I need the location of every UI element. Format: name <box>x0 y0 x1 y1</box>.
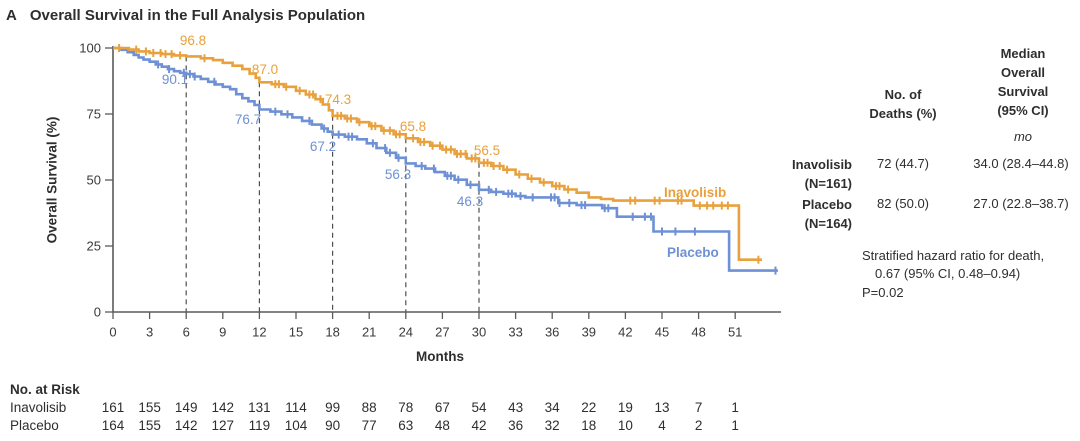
risk-count: 127 <box>211 418 235 433</box>
x-tick-label: 42 <box>618 325 632 340</box>
risk-count: 67 <box>434 400 450 415</box>
risk-count: 155 <box>138 418 161 433</box>
deaths-column-header: No. of Deaths (%) <box>869 87 937 121</box>
landmark-value-label: 74.3 <box>325 92 351 107</box>
median-value-inavolisib: 34.0 (28.4–44.8) <box>973 156 1069 171</box>
landmark-value-label: 56.5 <box>474 143 500 158</box>
x-tick-label: 6 <box>183 325 190 340</box>
x-tick-label: 3 <box>146 325 153 340</box>
risk-count: 7 <box>694 400 703 415</box>
x-tick-label: 39 <box>582 325 596 340</box>
x-tick-label: 9 <box>219 325 226 340</box>
x-tick-label: 45 <box>655 325 669 340</box>
curve-label-placebo: Placebo <box>667 245 719 260</box>
x-axis-title: Months <box>416 349 464 364</box>
y-tick-label: 50 <box>87 173 101 188</box>
risk-count: 161 <box>101 400 125 415</box>
risk-count: 1 <box>731 418 739 433</box>
median-value-placebo: 27.0 (22.8–38.7) <box>973 196 1069 211</box>
risk-count: 32 <box>544 418 560 433</box>
x-tick-label: 15 <box>289 325 303 340</box>
risk-count: 114 <box>285 400 307 415</box>
risk-count: 42 <box>471 418 487 433</box>
km-curve-placebo <box>113 46 778 272</box>
x-tick-label: 36 <box>545 325 559 340</box>
landmark-value-label: 90.1 <box>162 72 188 87</box>
risk-count: 13 <box>654 400 670 415</box>
risk-count: 77 <box>361 418 377 433</box>
risk-count: 104 <box>284 418 308 433</box>
risk-count: 164 <box>101 418 125 433</box>
y-tick-label: 0 <box>94 305 101 320</box>
risk-count: 142 <box>174 418 198 433</box>
landmark-value-label: 76.7 <box>235 112 261 127</box>
deaths-value-inavolisib: 72 (44.7) <box>876 156 930 171</box>
x-tick-label: 48 <box>691 325 705 340</box>
risk-count: 131 <box>248 400 271 415</box>
median-column-header: Median Overall Survival (95% CI) <box>997 46 1049 118</box>
figure-header: A Overall Survival in the Full Analysis … <box>6 7 365 24</box>
landmark-value-label: 46.3 <box>457 194 483 209</box>
risk-count: 43 <box>508 400 524 415</box>
risk-row-label-inavolisib: Inavolisib <box>10 400 67 415</box>
median-unit-label: mo <box>1013 129 1033 144</box>
risk-count: 155 <box>138 400 161 415</box>
x-tick-label: 51 <box>728 325 742 340</box>
risk-count: 149 <box>174 400 198 415</box>
risk-count: 88 <box>361 400 377 415</box>
x-tick-label: 18 <box>325 325 339 340</box>
curve-label-inavolisib: Inavolisib <box>664 185 726 200</box>
risk-count: 22 <box>581 400 597 415</box>
risk-count: 48 <box>434 418 450 433</box>
figure-title: Overall Survival in the Full Analysis Po… <box>29 7 366 24</box>
x-tick-label: 33 <box>508 325 522 340</box>
x-tick-label: 0 <box>109 325 116 340</box>
risk-count: 4 <box>658 418 666 433</box>
risk-count: 18 <box>581 418 597 433</box>
y-tick-label: 25 <box>87 239 101 254</box>
y-tick-label: 100 <box>79 41 101 56</box>
group-label-placebo: Placebo (N=164) <box>802 197 852 231</box>
x-tick-label: 21 <box>362 325 376 340</box>
risk-count: 142 <box>211 400 235 415</box>
risk-count: 19 <box>617 400 633 415</box>
risk-count: 1 <box>731 400 739 415</box>
x-tick-label: 24 <box>399 325 413 340</box>
x-tick-label: 30 <box>472 325 486 340</box>
landmark-value-label: 65.8 <box>400 119 426 134</box>
risk-row-label-placebo: Placebo <box>10 418 59 433</box>
panel-label: A <box>6 7 17 24</box>
x-tick-label: 12 <box>252 325 266 340</box>
risk-count: 119 <box>248 418 271 433</box>
risk-count: 10 <box>617 418 633 433</box>
risk-count: 34 <box>544 400 560 415</box>
group-label-inavolisib: Inavolisib (N=161) <box>792 157 852 191</box>
landmark-value-label: 67.2 <box>310 139 336 154</box>
hazard-ratio-note: Stratified hazard ratio for death, 0.67 … <box>862 248 1045 300</box>
landmark-value-label: 56.3 <box>385 167 411 182</box>
landmark-value-label: 96.8 <box>180 33 206 48</box>
risk-count: 90 <box>325 418 341 433</box>
risk-count: 36 <box>508 418 524 433</box>
risk-count: 63 <box>398 418 414 433</box>
risk-count: 2 <box>694 418 703 433</box>
risk-count: 54 <box>471 400 487 415</box>
landmark-guides <box>185 56 480 312</box>
risk-count: 78 <box>398 400 414 415</box>
series-inavolisib: Inavolisib 96.8 87.0 74.3 65.8 56.5 <box>113 33 762 264</box>
deaths-value-placebo: 82 (50.0) <box>876 196 930 211</box>
risk-count: 99 <box>325 400 341 415</box>
risk-table-title: No. at Risk <box>10 382 80 397</box>
x-tick-label: 27 <box>435 325 449 340</box>
series-placebo: Placebo 90.1 76.7 67.2 56.3 46.3 <box>113 46 778 275</box>
landmark-value-label: 87.0 <box>252 62 278 77</box>
y-tick-label: 75 <box>87 107 101 122</box>
km-curve-inavolisib <box>113 46 762 261</box>
